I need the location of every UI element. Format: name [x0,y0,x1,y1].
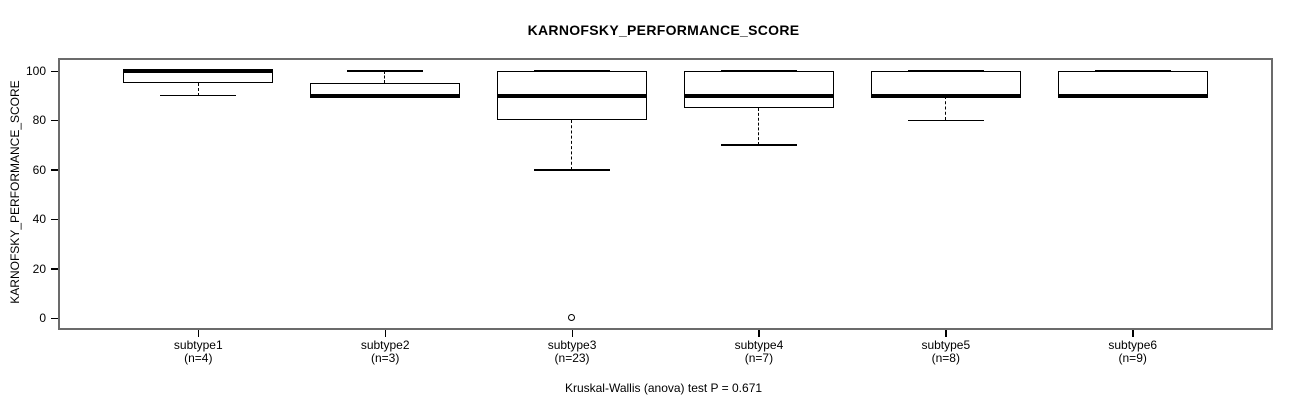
category-sample-size: (n=4) [184,351,213,365]
median-line [310,93,461,98]
y-axis-tick-label: 80 [32,113,46,128]
category-sample-size: (n=23) [554,351,590,365]
median-line [123,69,274,73]
upper-whisker-cap [347,70,424,72]
x-axis-tick [758,330,760,337]
x-axis-tick [197,330,200,337]
x-axis-tick [571,330,574,337]
category-label: subtype2 (n=3) [305,339,465,365]
category-sample-size: (n=8) [931,351,960,365]
category-sample-size: (n=9) [1118,351,1147,365]
y-axis-tick [51,119,58,122]
stat-test-caption: Kruskal-Wallis (anova) test P = 0.671 [564,381,763,395]
lower-whisker-cap [720,144,797,146]
x-axis-tick [945,330,947,337]
plot-area: 0 20 40 60 80 100 subtype1 (n=4) subtype2 (n=3) su… [26,58,1273,365]
upper-whisker [384,71,386,84]
iqr-box [1057,71,1208,96]
lower-whisker [945,95,947,121]
category-name: subtype2 [360,338,410,352]
category-label: subtype3 (n=23) [492,339,652,365]
y-axis-tick [51,169,58,171]
category-sample-size: (n=3) [370,351,400,365]
y-axis-tick [51,268,58,270]
outlier-point [568,314,576,321]
y-axis-tick [51,218,58,221]
upper-whisker-cap [720,70,797,72]
y-axis-tick-label: 0 [39,311,46,325]
category-name: subtype4 [734,338,784,352]
lower-whisker-cap [160,94,237,97]
y-axis-tick-label: 20 [32,261,46,276]
category-name: subtype6 [1108,338,1158,352]
y-axis-tick-label: 40 [32,212,46,227]
x-axis-tick [1132,330,1134,337]
category-label: subtype6 (n=9) [1053,339,1213,365]
category-name: subtype5 [921,338,971,352]
category-sample-size: (n=7) [744,351,774,365]
upper-whisker-cap [534,70,611,72]
lower-whisker [758,108,760,146]
median-line [497,93,648,98]
y-axis-tick-label: 100 [25,64,46,78]
category-name: subtype3 [547,338,597,352]
category-label: subtype4 (n=7) [679,339,839,365]
lower-whisker [571,120,573,170]
y-axis-tick-label: 60 [32,162,46,177]
iqr-box [683,71,834,109]
upper-whisker-cap [1094,70,1171,72]
lower-whisker [197,83,199,96]
lower-whisker-cap [534,169,611,171]
category-label: subtype5 (n=8) [866,339,1026,365]
y-axis-tick [51,317,58,319]
category-label: subtype1 (n=4) [118,339,278,365]
iqr-box [870,71,1021,96]
x-axis-tick [384,330,387,337]
lower-whisker-cap [907,119,984,122]
chart-title: KARNOFSKY_PERFORMANCE_SCORE [527,22,800,38]
y-axis-tick [51,70,58,72]
median-line [1057,93,1208,98]
median-line [683,93,834,98]
category-name: subtype1 [173,338,223,352]
median-line [870,93,1021,98]
upper-whisker-cap [907,70,984,72]
